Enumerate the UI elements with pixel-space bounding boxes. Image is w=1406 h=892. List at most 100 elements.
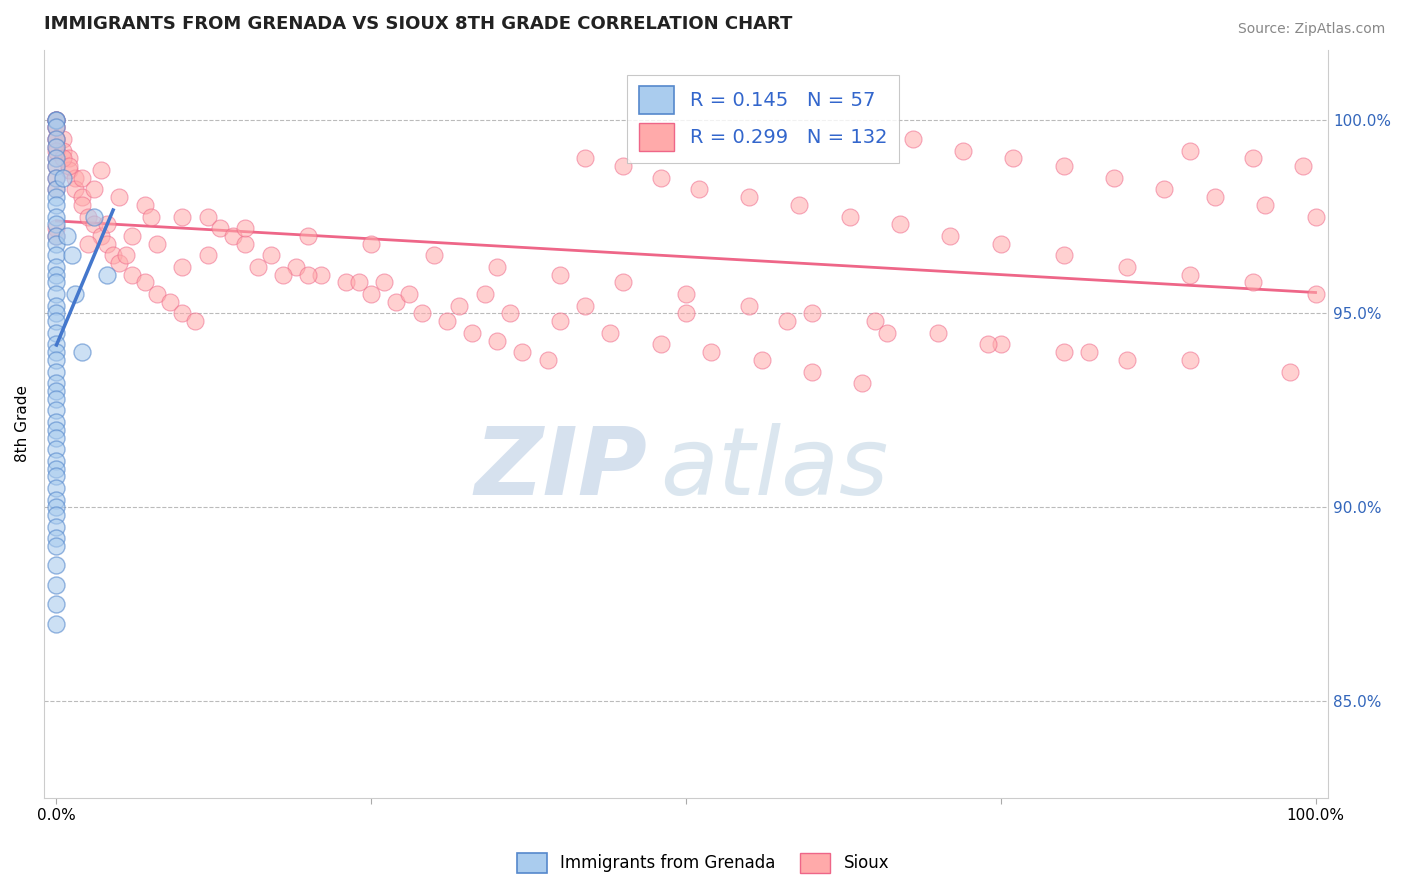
Point [70, 345, 93, 359]
Point [45, 198, 67, 212]
Point [45, 287, 67, 301]
Point [977, 337, 1000, 351]
Point [45, 120, 67, 135]
Point [45, 392, 67, 406]
Point [45, 228, 67, 243]
Point [58, 159, 80, 173]
Point [612, 159, 634, 173]
Point [1102, 170, 1125, 185]
Point [309, 268, 332, 282]
Point [297, 268, 319, 282]
Point [114, 248, 136, 262]
Point [45, 326, 67, 340]
Point [675, 287, 697, 301]
Point [738, 190, 761, 204]
Point [939, 228, 962, 243]
Point [83, 182, 105, 196]
Point [70, 198, 93, 212]
Point [121, 228, 143, 243]
Point [45, 461, 67, 475]
Point [45, 415, 67, 429]
Point [876, 326, 898, 340]
Point [121, 268, 143, 282]
Point [800, 306, 823, 320]
Point [45, 140, 67, 154]
Point [70, 170, 93, 185]
Point [1002, 152, 1025, 166]
Point [536, 353, 558, 368]
Point [45, 403, 67, 417]
Point [335, 276, 357, 290]
Point [411, 306, 433, 320]
Point [101, 248, 124, 262]
Point [360, 287, 382, 301]
Point [45, 210, 67, 224]
Point [45, 190, 67, 204]
Point [612, 276, 634, 290]
Point [688, 182, 710, 196]
Y-axis label: 8th Grade: 8th Grade [15, 385, 30, 462]
Point [45, 260, 67, 274]
Point [159, 294, 181, 309]
Point [83, 210, 105, 224]
Point [990, 236, 1012, 251]
Text: ZIP: ZIP [475, 423, 648, 515]
Point [1241, 276, 1264, 290]
Point [90, 163, 112, 178]
Point [45, 132, 67, 146]
Point [360, 236, 382, 251]
Point [45, 430, 67, 444]
Point [1305, 210, 1327, 224]
Point [77, 236, 100, 251]
Point [45, 144, 67, 158]
Point [83, 217, 105, 231]
Point [738, 299, 761, 313]
Point [952, 144, 974, 158]
Point [45, 152, 67, 166]
Point [209, 221, 232, 235]
Point [45, 120, 67, 135]
Point [197, 210, 219, 224]
Point [45, 500, 67, 515]
Point [45, 469, 67, 483]
Point [1053, 345, 1076, 359]
Point [52, 132, 75, 146]
Point [70, 190, 93, 204]
Point [789, 198, 811, 212]
Point [45, 132, 67, 146]
Point [45, 442, 67, 457]
Point [108, 256, 131, 270]
Point [52, 144, 75, 158]
Point [45, 182, 67, 196]
Point [271, 268, 294, 282]
Point [398, 287, 420, 301]
Point [45, 120, 67, 135]
Point [1178, 144, 1201, 158]
Point [45, 159, 67, 173]
Point [512, 345, 534, 359]
Point [45, 519, 67, 533]
Text: IMMIGRANTS FROM GRENADA VS SIOUX 8TH GRADE CORRELATION CHART: IMMIGRANTS FROM GRENADA VS SIOUX 8TH GRA… [44, 15, 792, 33]
Point [45, 248, 67, 262]
Point [1254, 198, 1277, 212]
Point [574, 299, 596, 313]
Point [675, 306, 697, 320]
Point [65, 182, 87, 196]
Point [474, 287, 496, 301]
Point [45, 228, 67, 243]
Point [45, 152, 67, 166]
Point [45, 384, 67, 398]
Point [45, 306, 67, 320]
Point [45, 376, 67, 391]
Point [134, 276, 156, 290]
Point [889, 217, 911, 231]
Point [499, 306, 522, 320]
Point [1178, 353, 1201, 368]
Text: Source: ZipAtlas.com: Source: ZipAtlas.com [1237, 22, 1385, 37]
Point [599, 326, 621, 340]
Point [901, 132, 924, 146]
Point [45, 217, 67, 231]
Point [222, 228, 245, 243]
Point [548, 268, 571, 282]
Point [45, 423, 67, 437]
